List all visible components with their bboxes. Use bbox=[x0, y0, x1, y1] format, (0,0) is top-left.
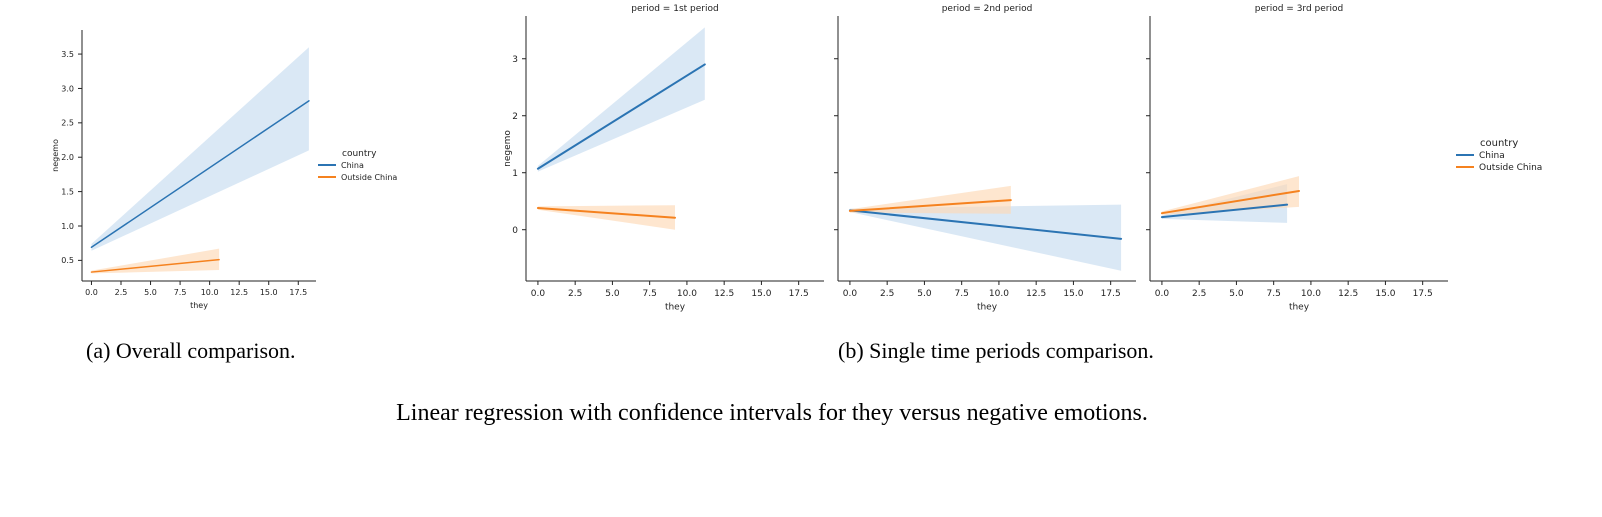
regression-line-china bbox=[90, 100, 310, 249]
chart-panels: 0.0 2.5 5.0 7.5 10.0 12.5 15.0 17.50.51.01.52.0… bbox=[51, 4, 1542, 312]
panel-title: period = 2nd period bbox=[942, 4, 1033, 14]
regression-line-outside-china bbox=[848, 199, 1012, 212]
x-tick-label: 17.5 bbox=[289, 288, 307, 297]
x-tick-label: 0.0 bbox=[531, 289, 546, 299]
regression-line-china bbox=[848, 209, 1123, 240]
x-tick-label: 10.0 bbox=[1301, 289, 1321, 299]
legend-title: country bbox=[342, 149, 377, 159]
x-tick-label: 10.0 bbox=[677, 289, 697, 299]
regression-line-outside-china bbox=[90, 258, 220, 273]
x-tick-label: 5.0 bbox=[1229, 289, 1244, 299]
x-axis-label: they bbox=[665, 302, 686, 312]
x-tick-label: 10.0 bbox=[201, 288, 219, 297]
x-tick-label: 0.0 bbox=[85, 288, 98, 297]
y-axis-label: negemo bbox=[51, 139, 60, 172]
chart-panel-p1: 0.0 2.5 5.0 7.5 10.0 12.5 15.0 17.5 0 1 2 3 period =… bbox=[503, 4, 824, 312]
legend-label: China bbox=[341, 161, 364, 170]
legend-label: China bbox=[1479, 151, 1505, 161]
x-tick-label: 0.0 bbox=[843, 289, 858, 299]
regression-line-china bbox=[1160, 203, 1289, 219]
panel-title: period = 3rd period bbox=[1255, 4, 1343, 14]
y-tick-label: 1 bbox=[512, 169, 518, 179]
x-tick-label: 12.5 bbox=[714, 289, 734, 299]
ci-band-outside-china bbox=[1161, 176, 1299, 215]
regression-line-china bbox=[536, 63, 706, 170]
ci-band-china bbox=[91, 47, 309, 251]
x-tick-label: 2.5 bbox=[1192, 289, 1206, 299]
y-tick-label: 2 bbox=[512, 112, 518, 122]
x-tick-label: 5.0 bbox=[605, 289, 620, 299]
y-axis-label: negemo bbox=[503, 130, 513, 167]
x-axis-label: they bbox=[977, 302, 998, 312]
chart-panel-p2: 0.0 2.5 5.0 7.5 10.0 12.5 15.0 17.5 period = 2nd… bbox=[834, 4, 1136, 312]
x-tick-label: 7.5 bbox=[643, 289, 657, 299]
x-tick-label: 15.0 bbox=[1063, 289, 1083, 299]
x-tick-label: 12.5 bbox=[1026, 289, 1046, 299]
chart-panel-p3: 0.0 2.5 5.0 7.5 10.0 12.5 15.0 17.5 period = 3rd… bbox=[1146, 4, 1542, 312]
ci-band-outside-china bbox=[91, 248, 220, 274]
x-tick-label: 2.5 bbox=[880, 289, 894, 299]
y-tick-label: 0 bbox=[512, 226, 518, 236]
x-tick-label: 10.0 bbox=[989, 289, 1009, 299]
y-tick-label: 3 bbox=[512, 55, 518, 65]
y-tick-label: 1.0 bbox=[61, 222, 74, 231]
y-tick-label: 3.0 bbox=[61, 84, 74, 93]
x-tick-label: 7.5 bbox=[174, 288, 187, 297]
regression-line-outside-china bbox=[1160, 189, 1300, 215]
x-tick-label: 15.0 bbox=[260, 288, 278, 297]
x-axis-label: they bbox=[1289, 302, 1310, 312]
legend: country China Outside China bbox=[318, 149, 397, 182]
x-tick-label: 5.0 bbox=[917, 289, 932, 299]
x-tick-label: 17.5 bbox=[1413, 289, 1433, 299]
ci-band-china bbox=[537, 27, 705, 172]
ci-band-outside-china bbox=[849, 185, 1011, 214]
ci-band-china bbox=[849, 204, 1122, 271]
x-tick-label: 7.5 bbox=[1267, 289, 1281, 299]
x-tick-label: 15.0 bbox=[751, 289, 771, 299]
regression-line-outside-china bbox=[536, 207, 676, 219]
x-tick-label: 0.0 bbox=[1155, 289, 1170, 299]
y-tick-label: 2.0 bbox=[61, 153, 74, 162]
y-tick-label: 2.5 bbox=[61, 119, 74, 128]
x-tick-label: 2.5 bbox=[568, 289, 582, 299]
legend-label: Outside China bbox=[1479, 163, 1542, 173]
x-tick-label: 5.0 bbox=[144, 288, 157, 297]
panel-title: period = 1st period bbox=[631, 4, 718, 14]
x-tick-label: 15.0 bbox=[1375, 289, 1395, 299]
x-tick-label: 17.5 bbox=[789, 289, 809, 299]
caption-a: (a) Overall comparison. bbox=[86, 338, 296, 363]
legend-title: country bbox=[1480, 138, 1518, 149]
x-axis-label: they bbox=[190, 301, 208, 310]
y-tick-label: 0.5 bbox=[61, 256, 74, 265]
x-tick-label: 7.5 bbox=[955, 289, 969, 299]
x-tick-label: 12.5 bbox=[1338, 289, 1358, 299]
chart-panel-overall: 0.0 2.5 5.0 7.5 10.0 12.5 15.0 17.5 0.5 1.0 1.5 2.0… bbox=[51, 30, 397, 310]
figure-caption: Linear regression with confidence interv… bbox=[396, 400, 1148, 426]
x-tick-label: 17.5 bbox=[1101, 289, 1121, 299]
y-tick-label: 3.5 bbox=[61, 50, 74, 59]
x-tick-label: 12.5 bbox=[230, 288, 248, 297]
x-tick-label: 2.5 bbox=[115, 288, 128, 297]
legend: country China Outside China bbox=[1456, 138, 1542, 173]
caption-b: (b) Single time periods comparison. bbox=[838, 338, 1154, 363]
legend-label: Outside China bbox=[341, 173, 397, 182]
y-tick-label: 1.5 bbox=[61, 187, 74, 196]
